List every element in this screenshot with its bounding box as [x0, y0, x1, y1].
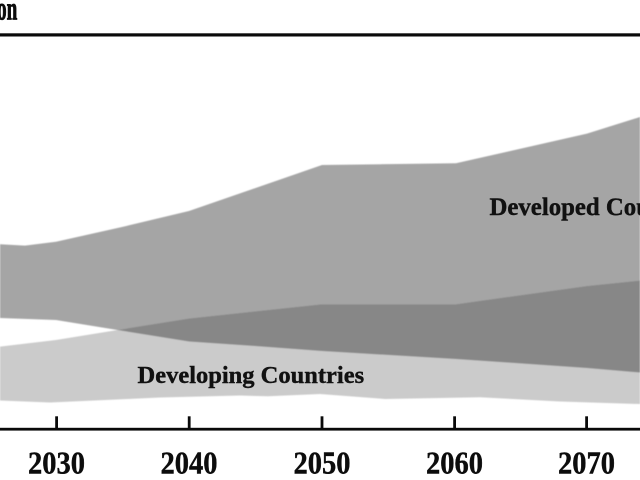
svg-text:2070: 2070 — [558, 445, 615, 480]
svg-text:2040: 2040 — [161, 445, 218, 480]
svg-text:on: on — [0, 0, 17, 27]
svg-text:2060: 2060 — [426, 445, 483, 480]
svg-text:2050: 2050 — [294, 445, 351, 480]
svg-text:Developed Countries: Developed Countries — [490, 194, 640, 221]
svg-text:Developing Countries: Developing Countries — [138, 362, 365, 389]
svg-text:2030: 2030 — [28, 445, 85, 480]
